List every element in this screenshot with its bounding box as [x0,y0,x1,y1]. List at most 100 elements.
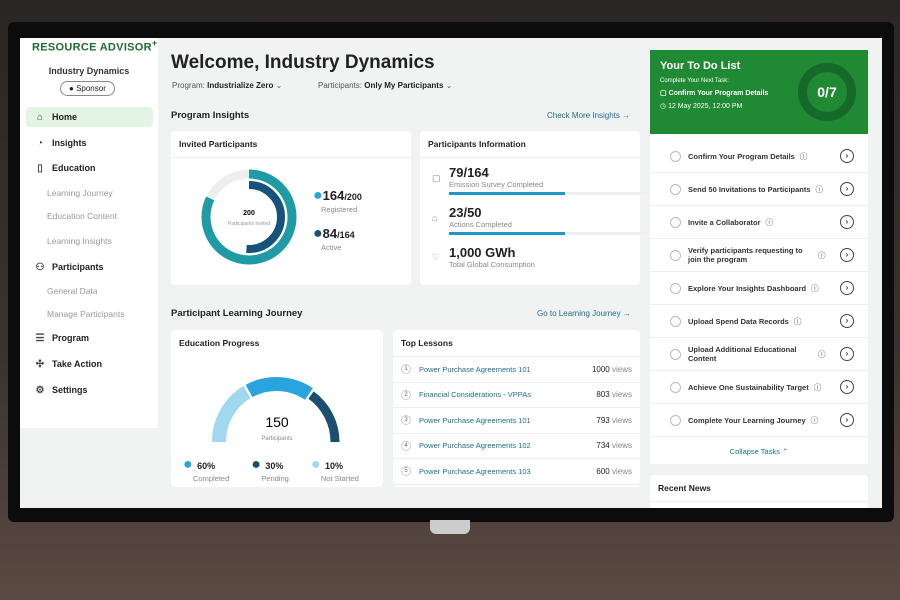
screen: RESOURCE ADVISOR+ Industry Dynamics ● Sp… [20,38,882,508]
lesson-row[interactable]: 1 Power Purchase Agreements 101 1000 views [393,357,640,383]
task-checkbox[interactable] [670,315,681,327]
todo-item[interactable]: Invite a Collaborator ⓘ › [650,206,868,239]
lesson-title[interactable]: Power Purchase Agreements 102 [419,441,531,451]
participants-info-card: Participants Information ▢ 79/164 Emissio… [420,131,649,285]
lesson-rank: 4 [401,440,411,451]
home-icon: ⌂ [36,111,44,123]
task-checkbox[interactable] [670,216,681,228]
task-checkbox[interactable] [670,282,681,294]
invited-participants-card: Invited Participants 200 Participants In… [171,131,411,285]
collapse-tasks-button[interactable]: Collapse Tasks ⌃ [729,447,789,456]
todo-item[interactable]: Upload Additional Educational Content ⓘ › [650,338,868,371]
next-task-label: Complete Your Next Task: [660,78,729,84]
sidebar-item-program[interactable]: ☰ Program [35,332,90,344]
task-checkbox[interactable] [670,150,681,162]
recent-news-card: Recent News [650,475,868,508]
program-select[interactable]: Program: Industrialize Zero ⌄ [172,81,283,90]
lesson-row[interactable]: 4 Power Purchase Agreements 102 734 views [393,434,640,459]
info-icon[interactable]: ⓘ [813,382,822,392]
lesson-row[interactable]: 3 Power Purchase Agreements 101 793 views [393,408,640,434]
lesson-views: 793 views [596,415,632,425]
chevron-right-icon[interactable]: › [840,215,854,229]
legend-pending: ● 30% Pending [251,456,289,483]
chevron-right-icon[interactable]: › [840,248,854,262]
sidebar-item-insights[interactable]: ◔ Insights [26,133,153,153]
task-label: Upload Spend Data Records [688,316,789,326]
next-task-date: ◷ 12 May 2025, 12:00 PM [660,103,743,110]
lesson-rank: 5 [401,466,411,477]
registered-arc [201,169,297,265]
todo-item[interactable]: Confirm Your Program Details ⓘ › [650,140,868,173]
sidebar-sub-education-content[interactable]: Education Content [47,211,117,221]
lesson-row[interactable]: 2 Financial Considerations - VPPAs 803 vie… [393,383,640,408]
lesson-title[interactable]: Power Purchase Agreements 103 [419,466,531,476]
gear-icon: ⚙ [35,384,45,396]
task-label: Invite a Collaborator [688,217,761,227]
invited-donut: 200 Participants Invited [201,169,297,265]
clipboard-icon: ▢ [660,90,667,97]
todo-item[interactable]: Achieve One Sustainability Target ⓘ › [650,371,868,404]
todo-item[interactable]: Verify participants requesting to join t… [650,239,868,272]
task-label: Send 50 Invitations to Participants [688,184,811,194]
next-task-link[interactable]: ▢ Confirm Your Program Details [660,90,769,97]
todo-item[interactable]: Send 50 Invitations to Participants ⓘ › [650,173,868,206]
sidebar-item-take-action[interactable]: ✣ Take Action [35,358,103,370]
info-icon[interactable]: ⓘ [810,415,819,425]
sidebar-item-education[interactable]: ▯ Education [26,158,153,178]
participants-select[interactable]: Participants: Only My Participants ⌄ [318,81,453,90]
lesson-views: 803 views [596,390,632,400]
lesson-title[interactable]: Power Purchase Agreements 101 [419,364,531,374]
chevron-right-icon[interactable]: › [840,347,854,361]
lesson-row[interactable]: 5 Power Purchase Agreements 103 600 views [393,459,640,485]
lesson-title[interactable]: Power Purchase Agreements 101 [419,415,531,425]
check-more-insights-link[interactable]: Check More Insights → [547,111,631,120]
info-icon[interactable]: ⓘ [815,184,824,194]
chart-icon: ◔ [36,137,44,149]
task-label: Verify participants requesting to join t… [688,246,803,264]
action-icon: ⌂ [432,213,438,223]
progress-bar-fill [449,192,565,195]
task-checkbox[interactable] [670,381,681,393]
chevron-right-icon[interactable]: › [840,182,854,196]
chevron-right-icon[interactable]: › [840,314,854,328]
info-icon[interactable]: ⓘ [793,316,802,326]
task-checkbox[interactable] [670,183,681,195]
sidebar-item-participants[interactable]: ⚇ Participants [35,261,104,273]
card-title: Education Progress [179,338,260,348]
info-icon[interactable]: ⓘ [818,349,826,359]
task-checkbox[interactable] [670,414,681,426]
sidebar-sub-general-data[interactable]: General Data [47,286,98,296]
go-to-learning-journey-link[interactable]: Go to Learning Journey → [537,309,631,318]
list-icon: ☰ [35,332,45,344]
sidebar-item-home[interactable]: ⌂ Home [26,107,153,127]
page-title: Welcome, Industry Dynamics [171,52,435,73]
lesson-title[interactable]: Financial Considerations - VPPAs [419,390,531,400]
book-icon: ▯ [37,162,43,174]
sidebar: RESOURCE ADVISOR+ Industry Dynamics ● Sp… [20,38,158,428]
gauge-pending [308,391,340,443]
chevron-right-icon[interactable]: › [840,149,854,163]
sidebar-sub-learning-insights[interactable]: Learning Insights [47,236,112,246]
sidebar-sub-manage-participants[interactable]: Manage Participants [47,309,125,319]
chevron-right-icon[interactable]: › [840,413,854,427]
legend-not-started: ● 10% Not Started [310,456,359,483]
todo-progress-ring: 0/7 [798,63,856,121]
todo-item[interactable]: Explore Your Insights Dashboard ⓘ › [650,272,868,305]
info-icon[interactable]: ⓘ [811,283,819,293]
section-title: Program Insights [171,110,250,121]
legend-completed: ● 60% Completed [183,456,230,483]
info-icon[interactable]: ⓘ [799,151,808,161]
education-progress-card: Education Progress 150 Participants ● 60… [171,330,383,487]
info-item: 1,000 GWh Total Global Consumption [449,245,535,269]
sidebar-item-settings[interactable]: ⚙ Settings [35,384,88,396]
todo-item[interactable]: Upload Spend Data Records ⓘ › [650,305,868,338]
info-icon[interactable]: ⓘ [765,217,774,227]
task-checkbox[interactable] [670,249,681,261]
chevron-right-icon[interactable]: › [840,380,854,394]
sidebar-sub-learning-journey[interactable]: Learning Journey [47,188,113,198]
info-icon[interactable]: ⓘ [818,250,826,260]
todo-title: Your To Do List [660,60,741,72]
todo-item[interactable]: Complete Your Learning Journey ⓘ › [650,404,868,437]
chevron-right-icon[interactable]: › [840,281,854,295]
task-checkbox[interactable] [670,348,681,360]
